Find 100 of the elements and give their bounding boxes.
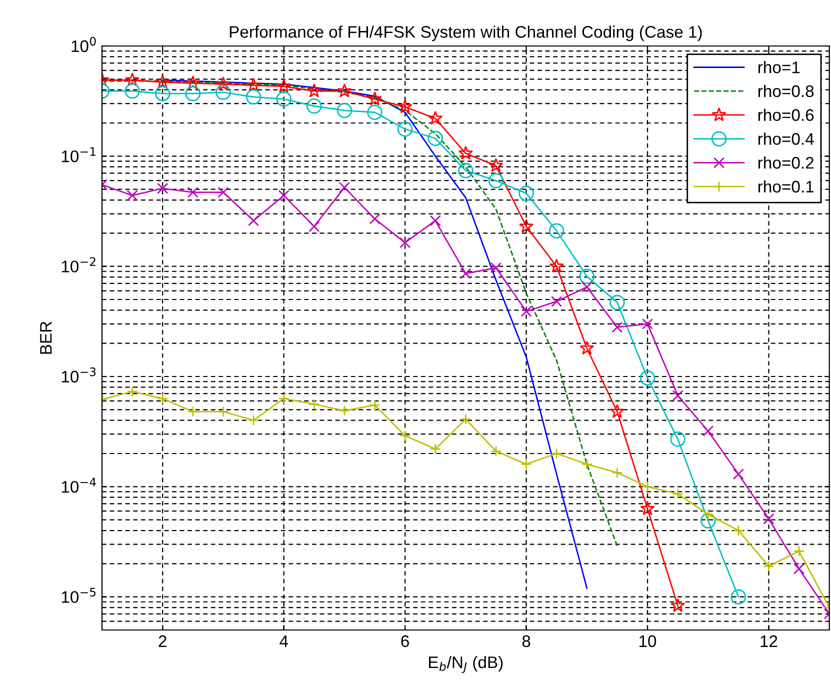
point xyxy=(732,524,744,536)
y-tick-label: 10$^{−1}$ xyxy=(62,147,96,162)
x-axis-title: E$_{b}$/N$_{J}$ (dB) xyxy=(429,656,503,674)
point xyxy=(551,296,562,308)
x-tick-label: 6 xyxy=(401,635,409,648)
legend-label: rho=1 xyxy=(758,61,800,74)
point xyxy=(336,102,352,118)
point xyxy=(400,430,411,442)
x-tick-label: 12 xyxy=(760,635,778,647)
point xyxy=(700,513,716,528)
point xyxy=(216,84,231,100)
point xyxy=(763,560,774,572)
point xyxy=(430,443,441,454)
point xyxy=(246,78,261,92)
point xyxy=(428,110,443,125)
point xyxy=(124,83,140,99)
y-tick-label: 10$^{0}$ xyxy=(72,36,96,52)
point xyxy=(308,220,320,232)
point xyxy=(458,146,473,160)
point xyxy=(610,404,624,418)
point xyxy=(157,182,168,194)
point xyxy=(276,91,292,107)
x-tick-label: 4 xyxy=(280,635,288,647)
point xyxy=(612,467,623,478)
point xyxy=(126,190,138,202)
point xyxy=(730,589,746,604)
point xyxy=(579,268,595,284)
point xyxy=(278,190,290,202)
legend-label: rho=0.4 xyxy=(758,132,814,145)
point xyxy=(187,186,198,198)
point xyxy=(278,393,290,404)
point xyxy=(186,76,200,90)
point xyxy=(672,390,684,402)
point xyxy=(670,432,686,447)
point xyxy=(460,414,472,425)
point xyxy=(488,172,504,188)
point xyxy=(670,598,686,612)
x-tick-label: 8 xyxy=(522,635,530,648)
point xyxy=(672,488,684,500)
point xyxy=(369,400,380,411)
point xyxy=(732,468,744,480)
point xyxy=(518,218,534,233)
point xyxy=(218,406,229,418)
point xyxy=(428,130,444,146)
point xyxy=(185,86,201,102)
y-tick-label: 10$^{−4}$ xyxy=(62,478,96,493)
point xyxy=(248,215,260,226)
point xyxy=(337,83,352,98)
point xyxy=(612,322,623,333)
point xyxy=(520,458,532,470)
point xyxy=(187,406,198,418)
y-tick-label: 10$^{−2}$ xyxy=(62,257,96,272)
legend-label: rho=0.2 xyxy=(758,156,814,169)
point xyxy=(640,501,655,516)
y-tick-label: 10$^{−5}$ xyxy=(62,588,96,603)
point xyxy=(248,414,260,426)
point xyxy=(218,186,229,198)
point xyxy=(702,425,714,437)
point xyxy=(157,393,168,404)
point xyxy=(702,508,714,520)
point xyxy=(306,98,322,114)
point xyxy=(367,104,382,120)
point xyxy=(338,405,350,416)
y-tick-label: 10$^{−3}$ xyxy=(62,367,96,383)
point xyxy=(338,182,350,194)
point xyxy=(763,513,774,524)
point xyxy=(581,458,592,470)
point xyxy=(520,306,532,317)
point xyxy=(490,262,502,274)
legend-label: rho=0.1 xyxy=(758,180,814,193)
point xyxy=(551,448,562,460)
point xyxy=(460,268,472,280)
point xyxy=(640,370,656,386)
point xyxy=(610,294,625,310)
point xyxy=(126,386,138,398)
point xyxy=(642,318,654,330)
point xyxy=(400,237,411,248)
point xyxy=(306,83,322,98)
point xyxy=(518,186,534,201)
point xyxy=(308,398,320,410)
point xyxy=(246,89,262,105)
point xyxy=(548,223,564,238)
point xyxy=(397,121,413,137)
point xyxy=(398,99,412,114)
point xyxy=(155,74,170,88)
legend-label: rho=0.8 xyxy=(758,84,814,98)
point xyxy=(490,446,502,457)
point xyxy=(580,340,594,355)
point xyxy=(430,215,441,226)
point xyxy=(367,91,382,106)
point xyxy=(125,72,140,86)
point xyxy=(369,213,380,224)
point xyxy=(276,78,292,93)
chart-title: Performance of FH/4FSK System with Channel Coding (Case 1) xyxy=(230,26,702,42)
point xyxy=(154,86,170,102)
y-axis-title: BER xyxy=(40,322,52,354)
point xyxy=(793,563,805,574)
x-tick-label: 2 xyxy=(158,635,166,647)
legend-label: rho=0.6 xyxy=(758,108,814,121)
point xyxy=(581,281,592,292)
